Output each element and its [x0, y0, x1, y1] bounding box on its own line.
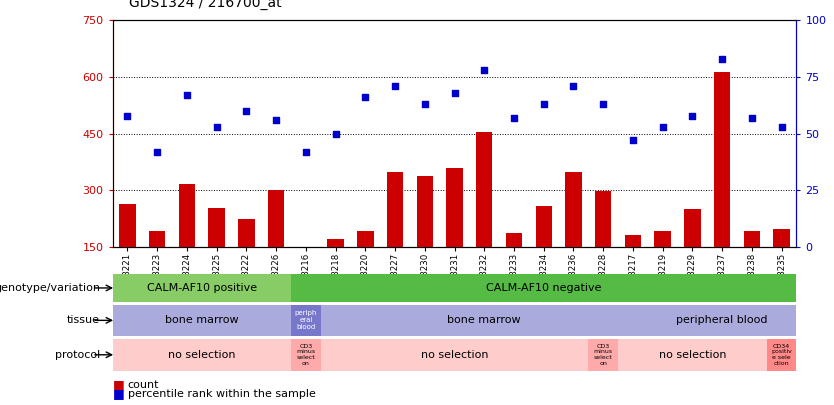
Bar	[291, 274, 796, 302]
Text: protocol: protocol	[55, 350, 100, 360]
Text: count: count	[128, 380, 159, 390]
Text: CALM-AF10 negative: CALM-AF10 negative	[486, 283, 601, 293]
Point	[775, 124, 788, 130]
Bar	[291, 339, 321, 371]
Point	[359, 94, 372, 100]
Point	[210, 124, 224, 130]
Text: ■: ■	[113, 387, 124, 400]
Bar	[648, 305, 796, 336]
Text: no selection: no selection	[168, 350, 235, 360]
Bar	[298, 247, 314, 248]
Bar	[773, 229, 790, 247]
Bar	[714, 72, 731, 247]
Bar	[655, 231, 671, 247]
Point	[150, 149, 163, 155]
Bar	[417, 176, 433, 247]
Point	[537, 101, 550, 107]
Bar	[505, 233, 522, 247]
Bar	[113, 274, 291, 302]
Bar	[476, 132, 492, 247]
Bar	[268, 190, 284, 247]
Bar	[328, 239, 344, 247]
Bar	[321, 339, 588, 371]
Text: GDS1324 / 216700_at: GDS1324 / 216700_at	[129, 0, 282, 10]
Bar	[618, 339, 766, 371]
Point	[656, 124, 670, 130]
Bar	[595, 191, 611, 247]
Text: CD34
positiv
e sele
ction: CD34 positiv e sele ction	[771, 343, 792, 366]
Point	[239, 108, 253, 114]
Bar	[291, 305, 321, 336]
Bar	[239, 219, 254, 247]
Bar	[446, 168, 463, 247]
Text: tissue: tissue	[67, 315, 100, 325]
Point	[329, 130, 342, 137]
Bar	[149, 231, 165, 247]
Bar	[565, 172, 581, 247]
Point	[596, 101, 610, 107]
Bar	[357, 231, 374, 247]
Bar	[119, 204, 136, 247]
Point	[567, 83, 580, 89]
Bar	[113, 305, 291, 336]
Point	[716, 55, 729, 62]
Bar	[208, 209, 225, 247]
Bar	[625, 234, 641, 247]
Point	[299, 149, 313, 155]
Bar	[535, 206, 552, 247]
Point	[418, 101, 431, 107]
Point	[686, 112, 699, 119]
Text: CD3
minus
select
on: CD3 minus select on	[296, 343, 315, 366]
Text: no selection: no selection	[421, 350, 488, 360]
Text: periph
eral
blood: periph eral blood	[294, 310, 317, 330]
Text: bone marrow: bone marrow	[165, 315, 239, 325]
Text: ■: ■	[113, 378, 124, 391]
Text: percentile rank within the sample: percentile rank within the sample	[128, 389, 315, 399]
Bar	[766, 339, 796, 371]
Point	[269, 117, 283, 123]
Bar	[113, 339, 291, 371]
Bar	[178, 183, 195, 247]
Text: genotype/variation: genotype/variation	[0, 283, 100, 293]
Point	[121, 112, 134, 119]
Text: CALM-AF10 positive: CALM-AF10 positive	[147, 283, 257, 293]
Text: peripheral blood: peripheral blood	[676, 315, 768, 325]
Text: CD3
minus
select
on: CD3 minus select on	[594, 343, 613, 366]
Bar	[321, 305, 648, 336]
Bar	[387, 172, 403, 247]
Point	[746, 115, 759, 121]
Text: bone marrow: bone marrow	[448, 315, 521, 325]
Bar	[744, 231, 760, 247]
Point	[478, 67, 491, 73]
Point	[626, 137, 640, 144]
Point	[180, 92, 193, 98]
Text: no selection: no selection	[659, 350, 726, 360]
Point	[507, 115, 520, 121]
Bar	[684, 209, 701, 247]
Point	[448, 90, 461, 96]
Point	[389, 83, 402, 89]
Bar	[588, 339, 618, 371]
